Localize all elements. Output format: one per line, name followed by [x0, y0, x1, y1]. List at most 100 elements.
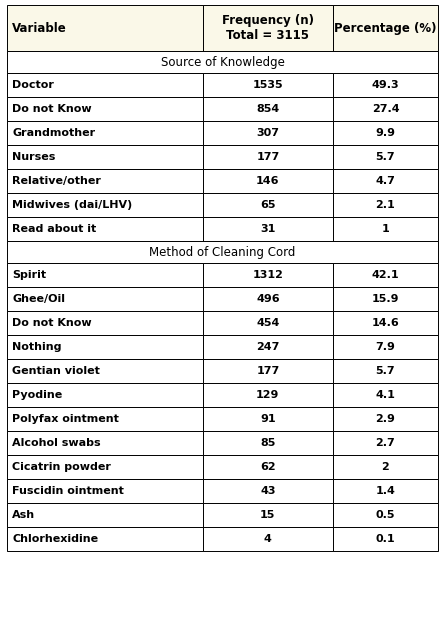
Bar — [7, 407, 203, 431]
Bar — [203, 359, 332, 383]
Bar — [332, 145, 438, 169]
Bar — [7, 217, 203, 241]
Bar — [7, 287, 203, 311]
Bar — [203, 407, 332, 431]
Text: 7.9: 7.9 — [376, 342, 396, 352]
Text: 85: 85 — [260, 438, 275, 448]
Text: 854: 854 — [256, 104, 279, 114]
Text: 2: 2 — [381, 462, 389, 472]
Text: 1312: 1312 — [252, 270, 283, 280]
Text: 496: 496 — [256, 294, 279, 304]
Text: 2.7: 2.7 — [376, 438, 395, 448]
Text: 62: 62 — [260, 462, 275, 472]
Bar — [332, 503, 438, 527]
Text: Grandmother: Grandmother — [12, 128, 95, 138]
Text: 307: 307 — [256, 128, 279, 138]
Text: 1.4: 1.4 — [376, 486, 396, 496]
Bar — [332, 287, 438, 311]
Bar — [203, 97, 332, 121]
Bar — [332, 73, 438, 97]
Text: 65: 65 — [260, 200, 275, 210]
Bar — [7, 359, 203, 383]
Bar — [332, 263, 438, 287]
Bar — [332, 193, 438, 217]
Text: 49.3: 49.3 — [372, 80, 399, 90]
Text: Ghee/Oil: Ghee/Oil — [12, 294, 65, 304]
Text: 9.9: 9.9 — [376, 128, 396, 138]
Text: 1535: 1535 — [252, 80, 283, 90]
Bar — [7, 193, 203, 217]
Bar — [7, 73, 203, 97]
Text: 129: 129 — [256, 390, 279, 400]
Text: 177: 177 — [256, 366, 279, 376]
Bar — [203, 121, 332, 145]
Text: 42.1: 42.1 — [372, 270, 399, 280]
Text: Do not Know: Do not Know — [12, 104, 92, 114]
Text: Variable: Variable — [12, 22, 67, 34]
Text: Chlorhexidine: Chlorhexidine — [12, 534, 98, 544]
Text: Gentian violet: Gentian violet — [12, 366, 100, 376]
Bar — [203, 73, 332, 97]
Bar — [7, 503, 203, 527]
Text: Doctor: Doctor — [12, 80, 54, 90]
Bar — [203, 145, 332, 169]
Text: 0.5: 0.5 — [376, 510, 395, 520]
Text: Relative/other: Relative/other — [12, 176, 101, 186]
Bar — [332, 407, 438, 431]
Bar — [203, 169, 332, 193]
Text: 27.4: 27.4 — [372, 104, 399, 114]
Text: Do not Know: Do not Know — [12, 318, 92, 328]
Text: 1: 1 — [381, 224, 389, 234]
Bar — [7, 431, 203, 455]
Bar — [332, 455, 438, 479]
Bar — [7, 263, 203, 287]
Bar — [203, 217, 332, 241]
Bar — [203, 479, 332, 503]
Text: 146: 146 — [256, 176, 279, 186]
Text: 31: 31 — [260, 224, 275, 234]
Bar — [7, 527, 203, 551]
Text: Ash: Ash — [12, 510, 35, 520]
Text: 247: 247 — [256, 342, 279, 352]
Bar — [7, 455, 203, 479]
Text: 177: 177 — [256, 152, 279, 162]
Bar — [332, 97, 438, 121]
Bar — [332, 5, 438, 51]
Text: Midwives (dai/LHV): Midwives (dai/LHV) — [12, 200, 132, 210]
Text: 4: 4 — [264, 534, 272, 544]
Text: 0.1: 0.1 — [376, 534, 395, 544]
Bar — [203, 5, 332, 51]
Text: Alcohol swabs: Alcohol swabs — [12, 438, 101, 448]
Bar — [7, 169, 203, 193]
Bar — [203, 503, 332, 527]
Text: Frequency (n)
Total = 3115: Frequency (n) Total = 3115 — [222, 14, 314, 42]
Bar — [332, 121, 438, 145]
Bar — [7, 383, 203, 407]
Bar — [7, 145, 203, 169]
Bar — [203, 431, 332, 455]
Bar — [203, 311, 332, 335]
Bar — [7, 479, 203, 503]
Text: Polyfax ointment: Polyfax ointment — [12, 414, 119, 424]
Bar — [7, 311, 203, 335]
Bar — [203, 335, 332, 359]
Text: Percentage (%): Percentage (%) — [334, 22, 437, 34]
Text: Nothing: Nothing — [12, 342, 61, 352]
Text: 4.1: 4.1 — [376, 390, 396, 400]
Bar — [332, 311, 438, 335]
Bar — [332, 169, 438, 193]
Text: Read about it: Read about it — [12, 224, 96, 234]
Bar — [332, 479, 438, 503]
Text: Source of Knowledge: Source of Knowledge — [161, 56, 284, 69]
Bar — [203, 455, 332, 479]
Text: Cicatrin powder: Cicatrin powder — [12, 462, 111, 472]
Bar — [332, 527, 438, 551]
Text: 2.9: 2.9 — [376, 414, 396, 424]
Bar — [332, 359, 438, 383]
Bar — [203, 287, 332, 311]
Text: 5.7: 5.7 — [376, 152, 395, 162]
Text: 15: 15 — [260, 510, 275, 520]
Text: Pyodine: Pyodine — [12, 390, 62, 400]
Bar — [332, 431, 438, 455]
Bar — [7, 121, 203, 145]
